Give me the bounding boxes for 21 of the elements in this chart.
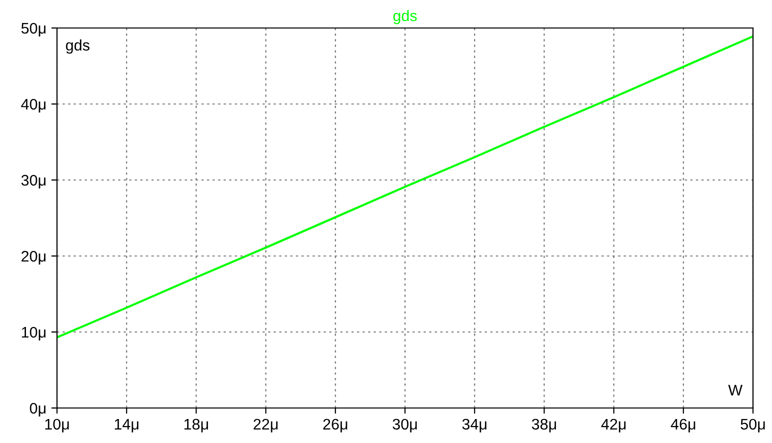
x-tick-label: 10μ [45, 418, 69, 432]
x-tick-label: 18μ [184, 418, 208, 432]
x-tick-label: 50μ [740, 418, 765, 432]
x-tick-label: 34μ [462, 418, 486, 432]
x-tick-label: 30μ [392, 418, 417, 432]
line-series [57, 35, 753, 338]
x-tick-label: 26μ [323, 418, 348, 432]
x-tick-label: 22μ [254, 418, 278, 432]
x-tick-label: 42μ [601, 418, 626, 432]
x-axis-title: W [728, 384, 743, 396]
x-tick-label: 38μ [532, 418, 556, 432]
y-tick-label: 0μ [30, 402, 46, 416]
text: gds [393, 10, 417, 24]
y-tick-label: 40μ [21, 98, 46, 112]
y-axis-title: gds [66, 39, 90, 54]
x-tick-label: 14μ [114, 418, 138, 432]
y-tick-label: 10μ [22, 326, 46, 340]
y-tick-label: 50μ [21, 22, 46, 36]
y-tick-label: 20μ [22, 250, 46, 264]
x-tick-label: 46μ [670, 418, 696, 432]
y-tick-label: 30μ [21, 174, 46, 188]
